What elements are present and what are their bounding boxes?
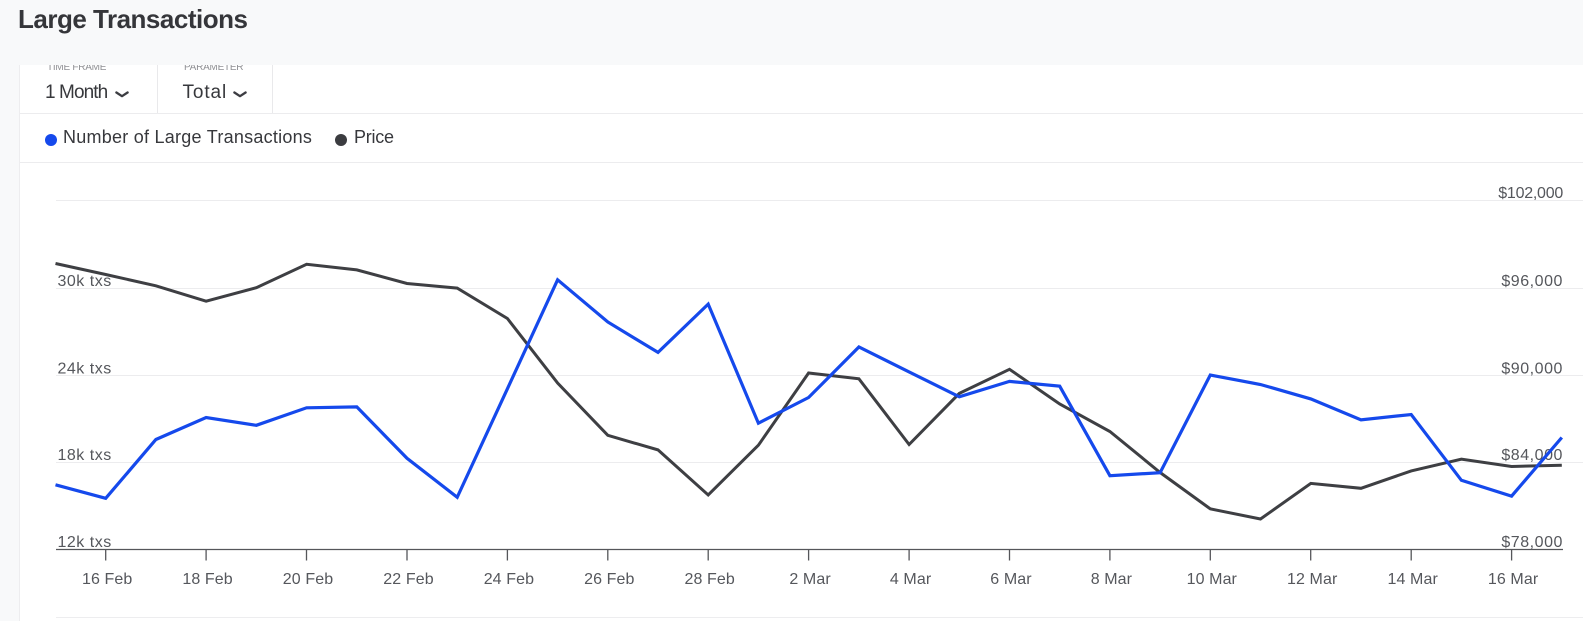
svg-text:$84,000: $84,000: [1501, 447, 1563, 464]
svg-text:12 Mar: 12 Mar: [1287, 571, 1338, 588]
svg-text:16 Mar: 16 Mar: [1488, 571, 1539, 588]
svg-text:8 Mar: 8 Mar: [1091, 571, 1133, 588]
svg-text:$102,000: $102,000: [1498, 185, 1563, 202]
svg-text:12k txs: 12k txs: [58, 534, 112, 551]
svg-text:24 Feb: 24 Feb: [484, 571, 534, 588]
svg-text:2 Mar: 2 Mar: [789, 571, 831, 588]
svg-text:$78,000: $78,000: [1501, 534, 1563, 551]
svg-text:$90,000: $90,000: [1501, 360, 1563, 377]
svg-text:18 Feb: 18 Feb: [182, 571, 232, 588]
svg-text:24k txs: 24k txs: [58, 360, 112, 377]
svg-text:18k txs: 18k txs: [58, 447, 112, 464]
svg-text:14 Mar: 14 Mar: [1387, 571, 1438, 588]
svg-text:$96,000: $96,000: [1501, 273, 1563, 290]
svg-text:6 Mar: 6 Mar: [990, 571, 1032, 588]
svg-text:4 Mar: 4 Mar: [890, 571, 932, 588]
svg-text:10 Mar: 10 Mar: [1187, 571, 1238, 588]
svg-text:28 Feb: 28 Feb: [684, 571, 734, 588]
svg-text:22 Feb: 22 Feb: [383, 571, 433, 588]
svg-text:20 Feb: 20 Feb: [283, 571, 333, 588]
svg-text:26 Feb: 26 Feb: [584, 571, 634, 588]
svg-text:30k txs: 30k txs: [58, 273, 112, 290]
svg-text:16 Feb: 16 Feb: [82, 571, 132, 588]
